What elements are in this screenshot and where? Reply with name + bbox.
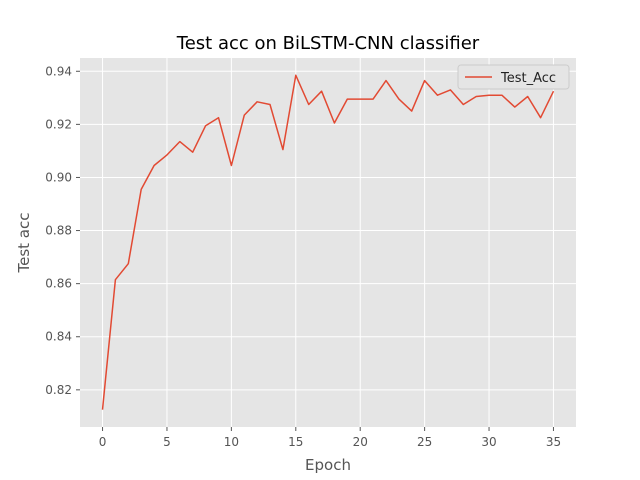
y-axis-ticks: 0.82 0.84 0.86 0.88 0.90 0.92 0.94 <box>45 64 80 397</box>
x-tick-label: 10 <box>224 435 239 449</box>
legend: Test_Acc <box>457 64 570 90</box>
y-tick-label: 0.92 <box>45 117 72 131</box>
y-tick-label: 0.94 <box>45 64 72 78</box>
y-axis-label: Test acc <box>15 213 33 274</box>
y-tick-label: 0.86 <box>45 277 72 291</box>
legend-label-test-acc: Test_Acc <box>500 71 556 86</box>
grid-lines <box>80 58 576 427</box>
series-line-test-acc <box>101 74 555 410</box>
x-tick-label: 20 <box>353 435 368 449</box>
chart-title: Test acc on BiLSTM-CNN classifier <box>176 33 480 54</box>
x-axis-label: Epoch <box>305 456 351 474</box>
y-tick-label: 0.88 <box>45 224 72 238</box>
y-tick-label: 0.84 <box>45 330 72 344</box>
x-tick-label: 25 <box>417 435 432 449</box>
x-tick-label: 35 <box>546 435 561 449</box>
x-tick-label: 30 <box>481 435 496 449</box>
x-tick-label: 5 <box>163 435 171 449</box>
y-tick-label: 0.82 <box>45 383 72 397</box>
legend-box <box>457 64 570 90</box>
x-axis-ticks: 0 5 10 15 20 25 30 35 <box>99 427 561 449</box>
series-group <box>101 74 555 410</box>
x-tick-label: 15 <box>288 435 303 449</box>
plot-area <box>80 58 576 427</box>
x-tick-label: 0 <box>99 435 107 449</box>
y-tick-label: 0.90 <box>45 170 72 184</box>
